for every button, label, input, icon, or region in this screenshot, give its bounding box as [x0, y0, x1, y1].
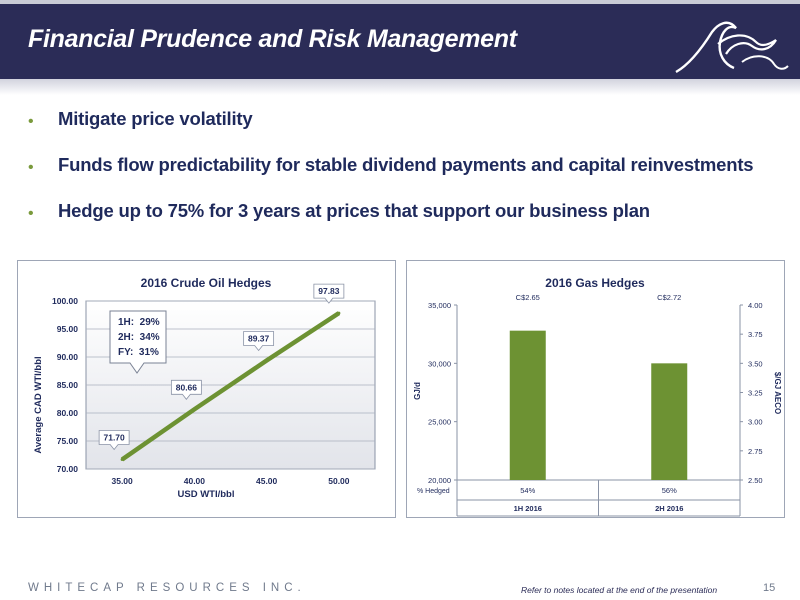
- crude-oil-chart-panel: 2016 Crude Oil Hedges 70.00 75.00 80.00 85.…: [17, 260, 396, 518]
- bullet-dot-icon: •: [28, 159, 34, 176]
- hedged-pct-callout: 1H: 29% 2H: 34% FY: 31%: [109, 310, 167, 374]
- y-tick-label: 35,000: [428, 301, 451, 310]
- y2-tick-label: 3.25: [748, 389, 763, 398]
- gas-bar: [651, 363, 688, 480]
- y2-tick-label: 2.75: [748, 447, 763, 456]
- data-point: [192, 407, 196, 411]
- y2-tick-label: 2.50: [748, 476, 763, 485]
- gas-chart-panel: 2016 Gas Hedges 20,000 25,000 30,000 35,000…: [406, 260, 785, 518]
- company-name: WHITECAP RESOURCES INC.: [28, 582, 306, 594]
- data-label: 97.83: [318, 286, 340, 296]
- chart-title: 2016 Crude Oil Hedges: [141, 276, 272, 290]
- callout-line: FY: 31%: [118, 347, 159, 358]
- gas-bar: [509, 330, 546, 480]
- header-gradient-band: [0, 79, 800, 95]
- bullet-item: • Mitigate price volatility: [28, 108, 788, 154]
- category-label: 2H 2016: [655, 504, 683, 513]
- price-label: C$2.72: [657, 293, 681, 302]
- data-point: [120, 457, 124, 461]
- data-label: 71.70: [103, 432, 125, 442]
- data-label-box: [98, 430, 130, 451]
- y2-tick-label: 4.00: [748, 301, 763, 310]
- data-point: [265, 359, 269, 363]
- y-tick-label: 90.00: [57, 352, 79, 362]
- whitecap-logo: [675, 21, 789, 74]
- x-tick-label: 40.00: [184, 476, 206, 486]
- data-label-box: [170, 379, 202, 400]
- y-axis-label: GJ/d: [413, 382, 422, 400]
- x-tick-label: 35.00: [111, 476, 133, 486]
- pct-hedged-value: 54%: [520, 486, 535, 495]
- y-tick-label: 70.00: [57, 464, 79, 474]
- data-label: 89.37: [248, 334, 270, 344]
- page-number: 15: [763, 582, 776, 594]
- data-label-box: [313, 283, 345, 304]
- bullet-text: Mitigate price volatility: [58, 108, 253, 129]
- y-tick-label: 95.00: [57, 324, 79, 334]
- y-tick-label: 75.00: [57, 436, 79, 446]
- y-tick-label: 85.00: [57, 380, 79, 390]
- y2-tick-label: 3.50: [748, 359, 763, 368]
- data-point: [337, 311, 341, 315]
- title-bar: Financial Prudence and Risk Management: [0, 4, 800, 79]
- callout-line: 2H: 34%: [118, 332, 160, 343]
- y2-axis-label: $/GJ AECO: [773, 372, 782, 414]
- category-label: 1H 2016: [514, 504, 542, 513]
- bullet-dot-icon: •: [28, 205, 34, 222]
- bullet-dot-icon: •: [28, 113, 34, 130]
- top-rule: [0, 0, 800, 4]
- callout-line: 1H: 29%: [118, 317, 160, 328]
- y-tick-label: 20,000: [428, 476, 451, 485]
- crude-oil-chart: 2016 Crude Oil Hedges 70.00 75.00 80.00 85.…: [33, 276, 376, 500]
- price-label: C$2.65: [516, 293, 540, 302]
- data-label-box: [243, 331, 275, 352]
- x-tick-label: 45.00: [256, 476, 278, 486]
- gas-chart: 2016 Gas Hedges 20,000 25,000 30,000 35,000…: [413, 276, 782, 517]
- pct-hedged-label: % Hedged: [417, 488, 450, 495]
- x-axis-label: USD WTI/bbl: [178, 489, 235, 500]
- data-label: 80.66: [176, 382, 198, 392]
- footer-note: Refer to notes located at the end of the…: [521, 585, 718, 595]
- bullet-list: • Mitigate price volatility • Funds flow…: [28, 108, 788, 246]
- y2-tick-label: 3.75: [748, 330, 763, 339]
- pct-hedged-value: 56%: [662, 486, 677, 495]
- bullet-text: Funds flow predictability for stable div…: [58, 154, 754, 175]
- y2-tick-label: 3.00: [748, 418, 763, 427]
- y-axis-label: Average CAD WTI/bbl: [33, 356, 44, 453]
- y-tick-label: 30,000: [428, 359, 451, 368]
- chart-title: 2016 Gas Hedges: [545, 276, 645, 290]
- y-tick-label: 100.00: [52, 296, 78, 306]
- y-tick-label: 80.00: [57, 408, 79, 418]
- oil-hedge-line: [120, 311, 341, 462]
- page-title: Financial Prudence and Risk Management: [28, 25, 517, 53]
- bullet-item: • Hedge up to 75% for 3 years at prices …: [28, 200, 788, 246]
- bullet-text: Hedge up to 75% for 3 years at prices th…: [58, 200, 650, 221]
- bullet-item: • Funds flow predictability for stable d…: [28, 154, 788, 200]
- y-tick-label: 25,000: [428, 418, 451, 427]
- x-tick-label: 50.00: [328, 476, 350, 486]
